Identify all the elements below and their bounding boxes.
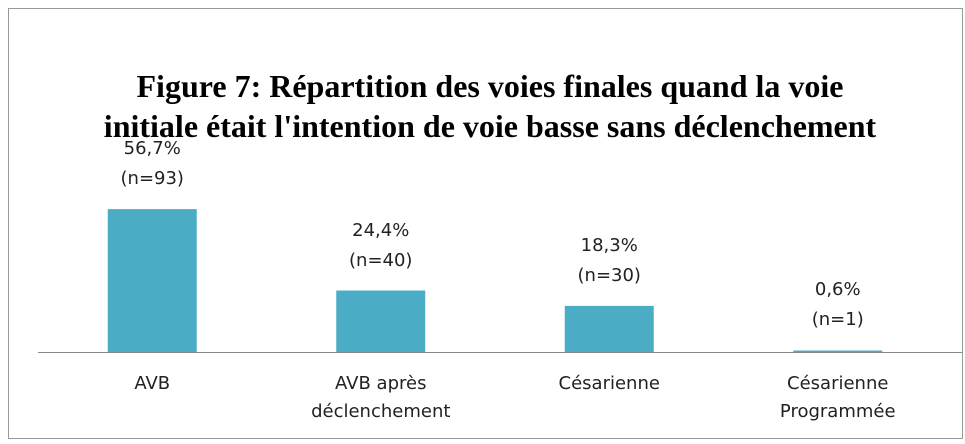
value-label: 24,4%: [352, 219, 410, 241]
value-label: 56,7%: [123, 138, 181, 160]
x-tick-label: AVB après déclenchement: [311, 373, 451, 422]
value-label: 18,3%: [580, 234, 638, 256]
bar: [336, 290, 426, 352]
count-label: (n=93): [120, 168, 184, 190]
value-label: 0,6%: [814, 279, 861, 301]
bar: [564, 305, 654, 352]
x-tick-label: Césarienne: [558, 373, 660, 394]
count-label: (n=1): [811, 309, 864, 331]
x-tick-label: Césarienne Programmée: [779, 373, 896, 422]
count-label: (n=30): [577, 264, 641, 286]
chart-border: [8, 8, 963, 439]
bar: [793, 350, 883, 352]
chart-title: Figure 7: Répartition des voies finales …: [103, 68, 877, 144]
count-label: (n=40): [349, 249, 413, 271]
x-tick-label: AVB: [134, 373, 171, 394]
bar: [107, 209, 197, 352]
